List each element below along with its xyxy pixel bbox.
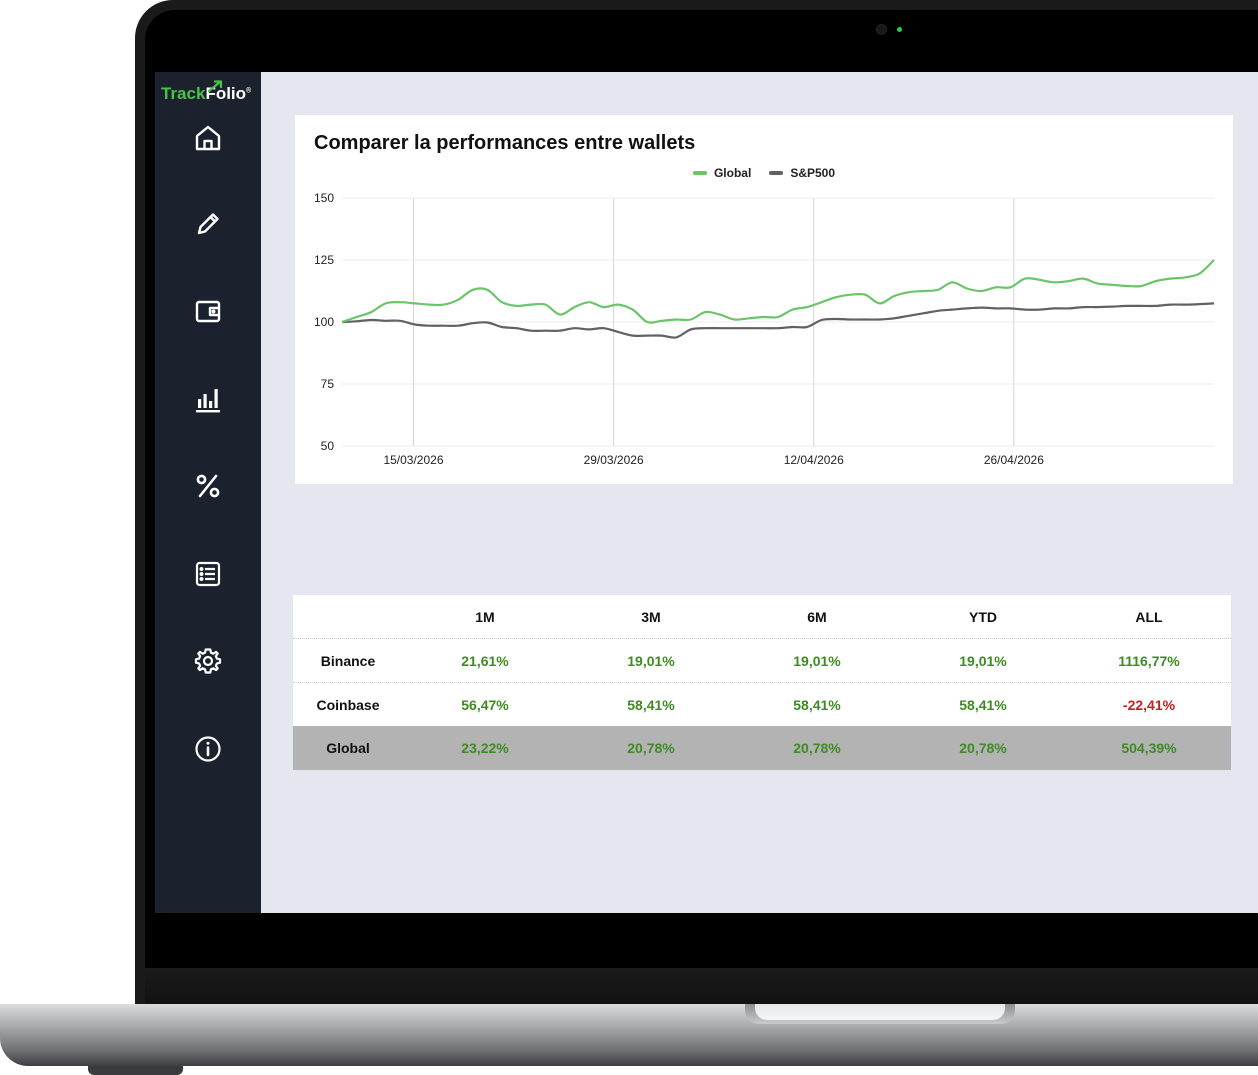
logo[interactable]: TrackFolio®	[161, 80, 261, 108]
sidebar-item-edit[interactable]	[191, 207, 225, 241]
table-cell: 20,78%	[793, 740, 841, 756]
table-header-6m: 6M	[807, 608, 827, 625]
table-cell: 56,47%	[461, 696, 509, 713]
table-cell: 1116,77%	[1118, 652, 1180, 669]
table-row-label: Coinbase	[316, 696, 380, 713]
sidebar-item-stats[interactable]	[191, 382, 225, 416]
table-header-3m: 3M	[641, 608, 661, 625]
table-cell: 19,01%	[627, 652, 675, 669]
sidebar-item-settings[interactable]	[191, 644, 225, 678]
table-row-global: Global 23,22% 20,78% 20,78% 20,78% 504,3…	[293, 726, 1231, 770]
logo-reg: ®	[246, 87, 252, 95]
laptop-base	[0, 1004, 1258, 1066]
table-cell: 504,39%	[1121, 740, 1177, 756]
sidebar-item-wallet[interactable]	[191, 294, 225, 328]
y-tick-label: 50	[321, 439, 335, 453]
list-icon	[195, 561, 221, 587]
app-screen: TrackFolio®	[155, 72, 1258, 913]
logo-folio: Folio	[205, 84, 247, 103]
home-icon	[195, 125, 221, 151]
laptop-foot	[88, 1066, 183, 1075]
y-tick-label: 100	[314, 315, 334, 329]
table-row-binance: Binance 21,61% 19,01% 19,01% 19,01% 1116…	[293, 639, 1231, 683]
legend-item-global[interactable]: Global	[692, 166, 752, 180]
table-header-1m: 1M	[475, 608, 495, 625]
table-cell: 20,78%	[959, 740, 1007, 756]
sidebar: TrackFolio®	[155, 72, 261, 913]
legend-swatch-global	[692, 171, 707, 175]
laptop-chin	[145, 968, 1258, 1006]
series-line-global	[341, 259, 1215, 324]
x-tick-label: 12/04/2026	[784, 453, 844, 467]
table-header-row: 1M 3M 6M YTD ALL	[293, 595, 1231, 639]
table-row-label: Global	[326, 740, 370, 756]
chart-legend: Global S&P500	[295, 166, 1233, 180]
line-chart: 50 75 100 125 150 15/03/2026 29/03/2026 12/04/2…	[314, 191, 1215, 467]
performance-chart-card: Comparer la performances entre wallets G…	[295, 115, 1233, 484]
legend-label-global: Global	[713, 166, 752, 180]
table-header-ytd: YTD	[969, 608, 997, 625]
table-row-coinbase: Coinbase 56,47% 58,41% 58,41% 58,41% -22…	[293, 683, 1231, 726]
table-row-label: Binance	[320, 652, 376, 669]
sidebar-item-list[interactable]	[191, 557, 225, 591]
x-tick-label: 26/04/2026	[984, 453, 1044, 467]
wallet-icon	[195, 300, 221, 323]
table-cell: 58,41%	[793, 696, 841, 713]
pencil-icon	[197, 213, 219, 235]
info-icon	[195, 736, 221, 762]
bar-chart-icon	[196, 389, 220, 413]
performance-table: 1M 3M 6M YTD ALL Binance 21,61% 19,01% 1…	[293, 595, 1231, 770]
percent-icon	[196, 474, 220, 498]
gear-icon	[194, 648, 222, 674]
x-tick-label: 29/03/2026	[584, 453, 644, 467]
sidebar-item-home[interactable]	[191, 121, 225, 155]
logo-track: Track	[161, 84, 206, 103]
y-tick-label: 75	[321, 377, 335, 391]
chart-title: Comparer la performances entre wallets	[314, 132, 696, 154]
legend-item-sp500[interactable]: S&P500	[769, 166, 835, 180]
camera	[876, 24, 887, 35]
table-cell: -22,41%	[1122, 696, 1176, 713]
laptop-notch-inner	[755, 1004, 1005, 1020]
logo-arrow-icon	[208, 80, 223, 92]
legend-swatch-sp500	[769, 171, 784, 175]
table-cell: 58,41%	[959, 696, 1007, 713]
camera-led	[897, 27, 902, 32]
x-tick-label: 15/03/2026	[383, 453, 443, 467]
y-tick-label: 150	[314, 191, 334, 205]
legend-label-sp500: S&P500	[790, 166, 836, 180]
table-cell: 21,61%	[461, 652, 509, 669]
table-cell: 23,22%	[461, 740, 509, 756]
sidebar-item-info[interactable]	[191, 732, 225, 766]
table-cell: 58,41%	[627, 696, 675, 713]
table-cell: 19,01%	[793, 652, 841, 669]
table-cell: 20,78%	[627, 740, 675, 756]
table-cell: 19,01%	[959, 652, 1007, 669]
y-tick-label: 125	[314, 253, 334, 267]
table-header-all: ALL	[1135, 608, 1163, 625]
series-line-sp500	[341, 302, 1215, 339]
sidebar-item-percent[interactable]	[191, 469, 225, 503]
